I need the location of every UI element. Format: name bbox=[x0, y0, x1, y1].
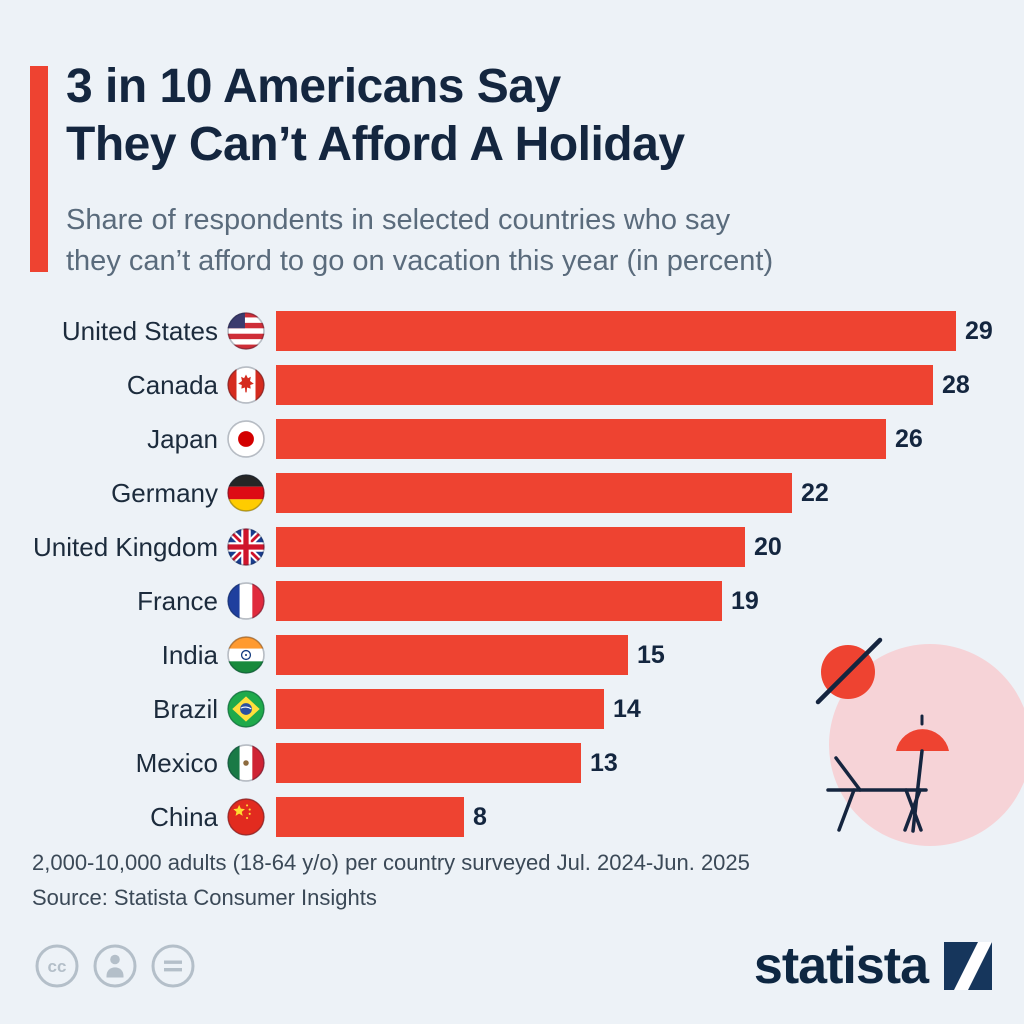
value-label: 29 bbox=[965, 316, 993, 345]
value-label: 26 bbox=[895, 424, 923, 453]
value-label: 28 bbox=[942, 370, 970, 399]
china-flag-icon bbox=[227, 798, 265, 836]
beach-umbrella-icon bbox=[896, 714, 949, 833]
chart-row: United States 29 bbox=[0, 304, 1024, 358]
title-line-1: 3 in 10 Americans Say bbox=[66, 60, 561, 113]
license-badges: cc bbox=[34, 943, 196, 989]
no-sun-icon bbox=[815, 637, 883, 705]
bar-ca bbox=[276, 365, 933, 405]
canada-flag-icon bbox=[227, 366, 265, 404]
bar-fr bbox=[276, 581, 722, 621]
japan-flag-icon bbox=[227, 420, 265, 458]
subtitle-line-1: Share of respondents in selected countri… bbox=[66, 204, 731, 236]
country-label: Canada bbox=[126, 369, 218, 400]
chart-row: China 8 bbox=[0, 790, 1024, 844]
chart-row: India 15 bbox=[0, 628, 1024, 682]
value-label: 19 bbox=[731, 586, 759, 615]
chart-row: Brazil 14 bbox=[0, 682, 1024, 736]
bar-us bbox=[276, 311, 956, 351]
bottom-bar: cc statista bbox=[34, 936, 992, 996]
us-flag-icon bbox=[227, 312, 265, 350]
value-label: 20 bbox=[754, 532, 782, 561]
country-label: Mexico bbox=[135, 747, 218, 778]
no-derivatives-icon bbox=[151, 944, 195, 988]
brazil-flag-icon bbox=[227, 690, 265, 728]
france-flag-icon bbox=[227, 582, 265, 620]
page-title: 3 in 10 Americans Say They Can’t Afford … bbox=[66, 58, 685, 174]
bar-br bbox=[276, 689, 604, 729]
beach-illustration bbox=[815, 637, 1024, 846]
value-label: 8 bbox=[473, 802, 487, 831]
chart-row: Germany 22 bbox=[0, 466, 1024, 520]
uk-flag-icon bbox=[227, 528, 265, 566]
value-label: 22 bbox=[801, 478, 829, 507]
chart-row: France 19 bbox=[0, 574, 1024, 628]
bar-gb bbox=[276, 527, 745, 567]
bar-de bbox=[276, 473, 792, 513]
title-line-2: They Can’t Afford A Holiday bbox=[66, 118, 685, 171]
germany-flag-icon bbox=[227, 474, 265, 512]
statista-brand: statista bbox=[754, 936, 992, 996]
attribution-icon bbox=[93, 944, 137, 988]
survey-note: 2,000-10,000 adults (18-64 y/o) per coun… bbox=[32, 850, 750, 875]
india-flag-icon bbox=[227, 636, 265, 674]
subtitle-line-2: they can’t afford to go on vacation this… bbox=[66, 245, 774, 277]
value-label: 13 bbox=[590, 748, 618, 777]
country-label: Brazil bbox=[152, 693, 218, 724]
chart-subtitle: Share of respondents in selected countri… bbox=[66, 200, 773, 282]
statista-logo-mark bbox=[944, 942, 992, 990]
country-label: United Kingdom bbox=[33, 531, 218, 562]
bar-in bbox=[276, 635, 628, 675]
country-label: China bbox=[150, 801, 218, 832]
chart-row: Canada 28 bbox=[0, 358, 1024, 412]
country-label: France bbox=[137, 585, 218, 616]
bar-cn bbox=[276, 797, 464, 837]
cc-icon: cc bbox=[35, 944, 79, 988]
bar-mx bbox=[276, 743, 581, 783]
country-label: India bbox=[161, 639, 218, 670]
mexico-flag-icon bbox=[227, 744, 265, 782]
chart-row: Japan 26 bbox=[0, 412, 1024, 466]
value-label: 15 bbox=[637, 640, 665, 669]
bar-jp bbox=[276, 419, 886, 459]
title-accent-bar bbox=[30, 66, 48, 272]
chart-row: Mexico 13 bbox=[0, 736, 1024, 790]
source-note: Source: Statista Consumer Insights bbox=[32, 885, 377, 910]
svg-text:cc: cc bbox=[48, 957, 67, 976]
chart-row: United Kingdom 20 bbox=[0, 520, 1024, 574]
value-label: 14 bbox=[613, 694, 641, 723]
country-label: Japan bbox=[147, 423, 218, 454]
country-label: Germany bbox=[111, 477, 218, 508]
country-label: United States bbox=[61, 315, 218, 346]
statista-wordmark: statista bbox=[753, 937, 929, 995]
bar-chart: United States 29 Canada 28 Japan 26 Germany… bbox=[0, 304, 1024, 844]
